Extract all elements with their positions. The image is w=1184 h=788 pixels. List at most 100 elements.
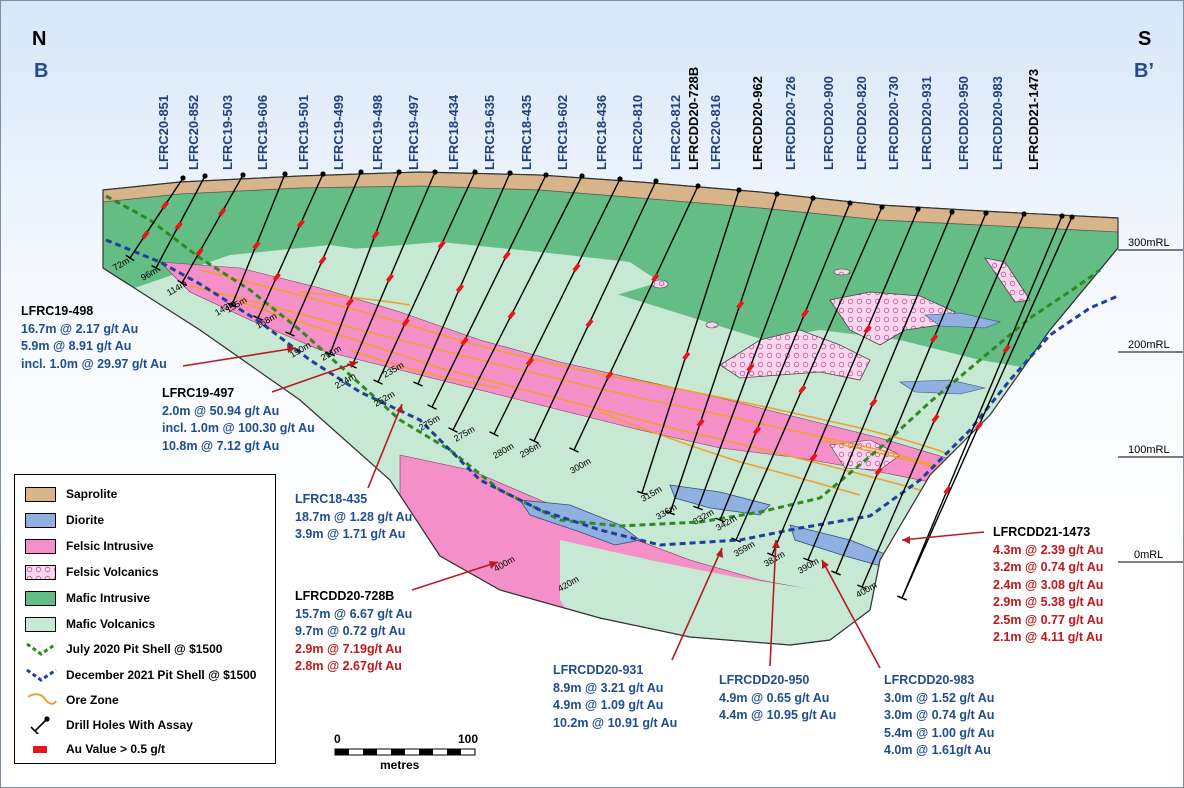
drill-hole-trace <box>417 172 511 385</box>
au-assay-mark <box>1002 344 1011 354</box>
au-assay-mark <box>455 283 465 293</box>
assay-line: 8.9m @ 3.21 g/t Au <box>553 680 664 695</box>
drill-hole-end-tick <box>715 517 725 523</box>
diorite-swatch <box>25 512 56 528</box>
legend-label: July 2020 Pit Shell @ $1500 <box>66 642 223 656</box>
drill-hole-label: LFRC20-816 <box>708 95 723 170</box>
annotation-lfrc19-498: LFRC19-498 16.7m @ 2.17 g/t Au 5.9m @ 8.… <box>21 303 167 373</box>
legend-label: Diorite <box>66 513 105 527</box>
drill-hole-collar <box>736 187 742 193</box>
assay-line: 10.2m @ 10.91 g/t Au <box>553 715 678 730</box>
assay-line: 4.0m @ 1.61g/t Au <box>884 743 991 757</box>
au-assay-mark <box>931 413 940 423</box>
au-assay-mark <box>752 426 762 435</box>
drill-hole-collar <box>617 176 623 182</box>
au-assay-mark <box>502 251 511 260</box>
annotation-lfrcdd20-728b: LFRCDD20-728B 15.7m @ 6.67 g/t Au 9.7m @… <box>295 588 412 676</box>
annotation-title: LFRCDD20-950 <box>719 673 810 687</box>
drill-hole-trace <box>719 202 851 521</box>
au-assay-mark <box>141 230 150 240</box>
drill-hole-collar <box>282 171 288 177</box>
drill-hole-trace <box>533 180 657 442</box>
drill-hole-trace <box>861 213 1025 588</box>
au-assay-mark <box>345 297 354 307</box>
drill-hole-collar <box>949 209 955 215</box>
au-assay-mark <box>318 255 327 265</box>
section-start-label: B <box>34 60 49 82</box>
diorite-lens-4 <box>924 312 1002 329</box>
scale-max-label: 100 <box>458 732 479 746</box>
annotation-lfrcdd21-1473: LFRCDD21-1473 4.3m @ 2.39 g/t Au 3.2m @ … <box>993 524 1103 647</box>
drill-hole-end-tick <box>427 404 437 410</box>
assay-line: 2.0m @ 50.94 g/t Au <box>162 403 280 418</box>
drill-hole-collar <box>1021 211 1027 217</box>
drill-hole-collar <box>240 172 246 178</box>
pit-shell-2021 <box>105 238 1119 547</box>
au-assay-mark <box>682 351 691 361</box>
drill-hole-label: LFRC19-602 <box>555 95 570 170</box>
drill-hole-collar <box>432 169 438 175</box>
drill-hole-end-tick <box>448 427 458 433</box>
legend-item-pit-2020: July 2020 Pit Shell @ $1500 <box>25 640 222 658</box>
drill-hole-end-tick <box>529 438 539 444</box>
saprolite-swatch <box>25 486 56 502</box>
au-assay-mark <box>869 398 878 407</box>
drill-hole-end-tick <box>177 279 187 287</box>
legend-item-mafic-intrusive: Mafic Intrusive <box>25 589 150 607</box>
drill-hole-label: LFRCDD20-730 <box>886 76 901 170</box>
drill-hole-label: LFRCDD20-983 <box>990 76 1005 170</box>
drill-hole-label: LFRCDD20-726 <box>783 76 798 170</box>
au-assay-mark <box>572 263 581 272</box>
drill-hole-trace <box>329 171 400 355</box>
drill-hole-collar <box>695 183 701 189</box>
felsic-volcanics-small-3 <box>833 268 851 276</box>
au-assay-mark <box>746 363 755 373</box>
au-assay-mark <box>252 240 261 250</box>
assay-line: 3.9m @ 1.71 g/t Au <box>295 527 406 541</box>
au-assay-mark <box>809 452 818 462</box>
annotation-lfrcdd20-950: LFRCDD20-950 4.9m @ 0.65 g/t Au 4.4m @ 1… <box>719 672 836 725</box>
drill-hole-label: LFRCDD20-900 <box>821 76 836 170</box>
legend-label: Saprolite <box>66 487 118 501</box>
au-assay-mark <box>863 324 872 334</box>
annotation-title: LFRCDD21-1473 <box>993 525 1091 539</box>
legend-item-diorite: Diorite <box>25 511 104 529</box>
felsic-volcanics-body-1 <box>719 329 871 381</box>
drill-hole-end-tick <box>253 315 263 321</box>
au-assay-mark <box>801 308 810 318</box>
section-end-label: B’ <box>1134 60 1154 82</box>
au-assay-mark <box>651 273 660 282</box>
scale-min-label: 0 <box>334 732 341 746</box>
mafic-volcanics-lowest <box>560 540 920 645</box>
drill-hole-trace <box>231 173 286 306</box>
drill-hole-label: LFRCDD20-962 <box>750 76 765 170</box>
assay-line: 3.0m @ 1.52 g/t Au <box>884 690 995 705</box>
drill-hole-collar <box>543 172 549 178</box>
elevation-label-100: 100mRL <box>1128 444 1170 456</box>
drill-hole-trace <box>452 175 583 431</box>
au-assay-mark <box>930 333 939 343</box>
annotation-title: LFRCDD20-728B <box>295 589 395 603</box>
drill-hole-end-tick <box>857 584 867 590</box>
drill-hole-collar <box>915 206 921 212</box>
drill-hole-label: LFRC20-812 <box>668 95 683 170</box>
drill-hole-collar <box>847 200 853 206</box>
elevation-ticks <box>1118 249 1184 563</box>
felsic-volcanics-swatch <box>25 564 56 580</box>
legend-label: December 2021 Pit Shell @ $1500 <box>66 668 257 682</box>
au-assay-mark <box>218 207 227 217</box>
drill-hole-collar <box>1059 213 1065 219</box>
assay-line: 4.9m @ 1.09 g/t Au <box>553 698 664 712</box>
au-assay-mark <box>736 300 745 310</box>
assay-line: 16.7m @ 2.17 g/t Au <box>21 321 139 336</box>
au-assay-mark <box>975 421 984 431</box>
felsic-volcanics-body-3 <box>984 257 1031 303</box>
legend-label: Mafic Volcanics <box>66 617 156 631</box>
drill-hole-collar <box>507 170 513 176</box>
drill-hole-trace <box>771 208 919 556</box>
assay-line: 2.8m @ 2.67g/t Au <box>295 659 402 673</box>
au-assay-mark <box>460 336 469 346</box>
assay-line: 10.8m @ 7.12 g/t Au <box>162 438 280 453</box>
section-outline <box>102 171 1119 646</box>
legend-label: Felsic Volcanics <box>66 565 159 579</box>
